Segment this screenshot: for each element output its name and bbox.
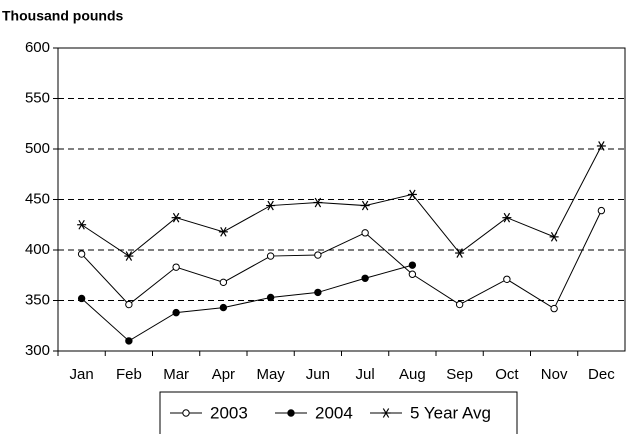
y-tick-label: 400: [25, 241, 50, 258]
marker: [550, 304, 558, 313]
marker: [549, 232, 559, 242]
marker-stroke: [409, 189, 416, 200]
marker-stroke: [220, 227, 227, 237]
marker-stroke: [503, 212, 511, 223]
marker: [502, 212, 512, 223]
series-line: [81, 145, 602, 257]
marker-stroke: [172, 212, 180, 223]
marker: [314, 288, 322, 297]
marker: [219, 303, 228, 312]
marker: [407, 189, 417, 200]
x-tick-label: Mar: [163, 366, 189, 383]
legend-label: 2004: [315, 403, 353, 422]
marker-stroke: [598, 141, 605, 151]
marker: [503, 275, 511, 283]
marker-stroke: [361, 200, 369, 211]
marker: [266, 200, 276, 211]
series-line: [81, 264, 413, 342]
marker: [124, 251, 134, 261]
marker: [172, 308, 180, 317]
x-tick-label: Nov: [541, 366, 568, 383]
marker: [125, 300, 133, 309]
y-tick-label: 550: [25, 89, 50, 106]
marker-stroke: [125, 251, 133, 261]
marker: [171, 212, 181, 223]
marker: [455, 300, 464, 309]
marker: [77, 250, 86, 258]
marker-stroke: [267, 200, 274, 211]
marker: [172, 263, 180, 271]
marker: [381, 408, 391, 418]
x-tick-label: May: [256, 366, 285, 383]
y-tick-label: 350: [25, 291, 50, 308]
marker: [182, 409, 190, 417]
marker: [266, 252, 275, 260]
legend-label: 2003: [210, 403, 248, 422]
y-tick-label: 600: [25, 39, 50, 56]
legend-label: 5 Year Avg: [410, 403, 491, 422]
x-tick-label: Jan: [70, 366, 94, 383]
marker: [596, 141, 606, 151]
marker: [219, 278, 228, 287]
marker-stroke: [456, 248, 463, 258]
marker: [125, 337, 133, 345]
y-tick-label: 300: [25, 342, 50, 359]
x-tick-label: Jun: [306, 366, 330, 383]
marker-stroke: [314, 197, 322, 208]
marker: [266, 293, 275, 302]
x-tick-label: Oct: [495, 366, 519, 383]
marker: [361, 274, 369, 282]
x-tick-label: Dec: [588, 366, 615, 383]
legend-box: [159, 391, 518, 434]
marker: [408, 261, 417, 269]
y-axis-title: Thousand pounds: [2, 8, 124, 24]
marker: [77, 219, 87, 230]
marker: [408, 270, 417, 278]
marker-stroke: [550, 232, 558, 242]
marker: [313, 197, 323, 208]
x-tick-label: Feb: [116, 366, 142, 383]
marker: [597, 206, 606, 215]
x-tick-label: Apr: [212, 366, 235, 383]
marker: [314, 251, 322, 259]
y-tick-label: 450: [25, 190, 50, 207]
x-tick-label: Aug: [399, 366, 426, 383]
marker: [455, 248, 465, 258]
x-tick-label: Jul: [356, 366, 375, 383]
series-line: [81, 210, 602, 310]
marker-stroke: [382, 408, 390, 418]
marker-stroke: [78, 219, 85, 230]
marker: [360, 200, 370, 211]
x-tick-label: Sep: [446, 366, 473, 383]
marker: [218, 227, 228, 237]
marker: [77, 294, 86, 303]
y-tick-label: 500: [25, 140, 50, 157]
marker: [287, 409, 295, 417]
marker: [361, 229, 369, 237]
